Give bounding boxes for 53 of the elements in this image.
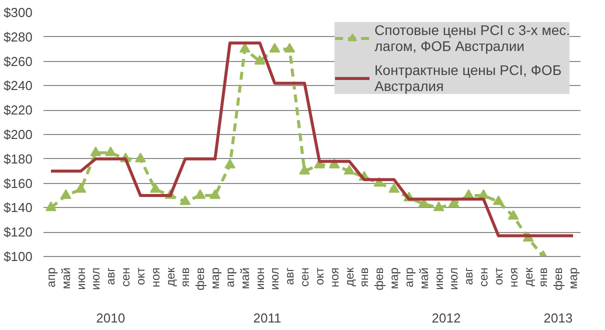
- x-tick-label: окт: [312, 266, 326, 286]
- x-tick-label: июн: [432, 267, 446, 290]
- text: 2010: [96, 310, 126, 326]
- x-tick-label: май: [58, 267, 73, 290]
- x-tick-label: ноя: [327, 267, 342, 288]
- text: 2011: [253, 310, 282, 326]
- x-tick-label: янв: [357, 268, 372, 287]
- x-tick-label: сен: [476, 267, 491, 287]
- x-tick-label: авг: [282, 266, 297, 285]
- x-tick-label: июл: [268, 267, 282, 290]
- x-tick-label: июн: [74, 267, 88, 290]
- x-tick-label: ноя: [148, 267, 162, 288]
- legend-label: Контрактные цены PCI, ФОБ Австралия: [374, 62, 562, 94]
- x-tick-label: янв: [536, 268, 550, 287]
- y-tick-label: $100: [4, 249, 32, 264]
- x-tick-label: апр: [222, 267, 237, 288]
- y-tick-label: $300: [4, 5, 32, 20]
- x-tick-label: окт: [491, 266, 506, 286]
- x-tick-label: сен: [118, 267, 133, 287]
- x-tick-label: май: [238, 267, 252, 290]
- x-tick-label: мар: [387, 267, 402, 290]
- x-tick-label: авг: [104, 266, 118, 285]
- legend-label: Спотовые цены PCI с 3-х мес. лагом, ФОБ Австралии: [374, 22, 570, 54]
- x-tick-label: авг: [462, 266, 476, 285]
- y-tick-label: $160: [4, 176, 32, 191]
- y-tick-label: $220: [4, 102, 32, 118]
- text: 2013: [544, 310, 573, 326]
- y-tick-label: $140: [4, 200, 32, 216]
- x-tick-label: фев: [193, 268, 208, 290]
- y-tick-label: $200: [4, 127, 32, 142]
- text: 2012: [432, 310, 461, 326]
- x-tick-label: дек: [342, 266, 356, 286]
- x-tick-label: дек: [521, 266, 536, 286]
- x-tick-label: мар: [208, 267, 222, 290]
- x-tick-label: окт: [133, 266, 148, 286]
- x-tick-label: июл: [446, 267, 461, 290]
- x-tick-label: фев: [551, 268, 566, 290]
- x-tick-label: июн: [252, 267, 267, 290]
- y-tick-label: $180: [4, 151, 32, 166]
- x-tick-label: апр: [44, 267, 58, 288]
- x-tick-label: июл: [88, 267, 103, 290]
- y-tick-label: $280: [4, 29, 32, 44]
- x-tick-label: дек: [163, 266, 178, 286]
- x-tick-label: мар: [566, 267, 580, 290]
- x-tick-label: сен: [298, 267, 312, 287]
- y-tick-label: $260: [4, 54, 32, 69]
- x-tick-label: апр: [402, 267, 416, 288]
- x-tick-label: янв: [178, 268, 192, 287]
- y-tick-label: $120: [4, 224, 32, 240]
- x-tick-label: фев: [372, 268, 386, 290]
- x-tick-label: май: [416, 267, 431, 290]
- x-tick-label: ноя: [506, 267, 520, 288]
- y-tick-label: $240: [4, 78, 32, 94]
